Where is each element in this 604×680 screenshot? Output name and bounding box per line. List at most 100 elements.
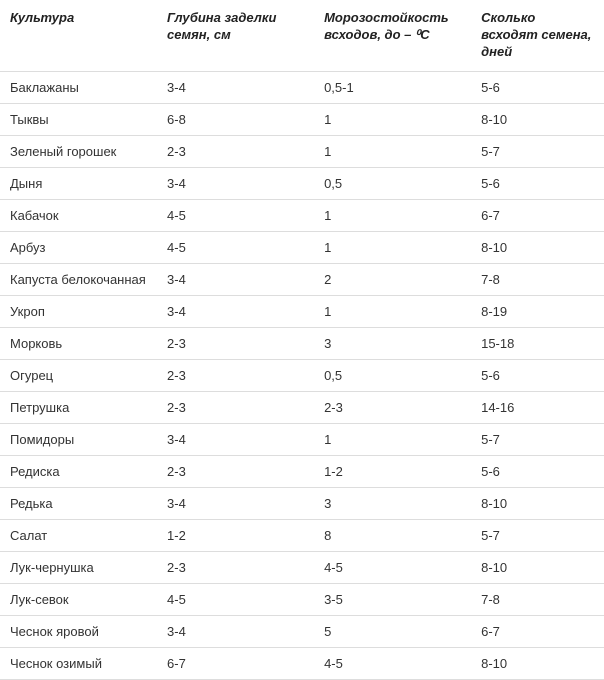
table-cell: 1-2 (314, 455, 471, 487)
table-row: Укроп3-418-19 (0, 295, 604, 327)
col-days: Сколько всходят семена, дней (471, 0, 604, 71)
table-cell: Зеленый горошек (0, 135, 157, 167)
table-cell: 3-4 (157, 295, 314, 327)
table-row: Баклажаны3-40,5-15-6 (0, 71, 604, 103)
table-cell: 1 (314, 231, 471, 263)
table-row: Петрушка2-32-314-16 (0, 391, 604, 423)
table-cell: Редиска (0, 455, 157, 487)
table-cell: 2-3 (157, 391, 314, 423)
table-row: Редиска2-31-25-6 (0, 455, 604, 487)
table-cell: 0,5 (314, 359, 471, 391)
table-cell: 0,5 (314, 167, 471, 199)
table-cell: 3-4 (157, 167, 314, 199)
table-cell: 4-5 (157, 199, 314, 231)
table-row: Салат1-285-7 (0, 519, 604, 551)
table-cell: 2-3 (314, 391, 471, 423)
table-row: Капуста белокочанная3-427-8 (0, 263, 604, 295)
table-row: Морковь2-3315-18 (0, 327, 604, 359)
col-culture: Культура (0, 0, 157, 71)
table-cell: Арбуз (0, 231, 157, 263)
table-cell: 5-7 (471, 423, 604, 455)
table-cell: 8-10 (471, 647, 604, 679)
table-cell: Редька (0, 487, 157, 519)
table-cell: 1 (314, 199, 471, 231)
table-row: Чеснок яровой3-456-7 (0, 615, 604, 647)
table-cell: 8-10 (471, 103, 604, 135)
table-cell: Тыквы (0, 103, 157, 135)
table-cell: 1 (314, 103, 471, 135)
table-cell: Помидоры (0, 423, 157, 455)
table-row: Редька3-438-10 (0, 487, 604, 519)
table-cell: 15-18 (471, 327, 604, 359)
table-cell: Салат (0, 519, 157, 551)
table-cell: 4-5 (314, 647, 471, 679)
table-row: Лук-чернушка2-34-58-10 (0, 551, 604, 583)
table-cell: 8-10 (471, 487, 604, 519)
table-body: Баклажаны3-40,5-15-6Тыквы6-818-10Зеленый… (0, 71, 604, 679)
table-cell: 3 (314, 327, 471, 359)
table-cell: 8 (314, 519, 471, 551)
table-cell: 1 (314, 295, 471, 327)
table-cell: 3-4 (157, 423, 314, 455)
col-depth: Глубина заделки семян, см (157, 0, 314, 71)
table-cell: Лук-севок (0, 583, 157, 615)
table-cell: Чеснок яровой (0, 615, 157, 647)
table-cell: 4-5 (314, 551, 471, 583)
table-row: Арбуз4-518-10 (0, 231, 604, 263)
table-cell: 5-7 (471, 135, 604, 167)
table-cell: 5-6 (471, 71, 604, 103)
col-frost: Морозостойкость всходов, до – ⁰С (314, 0, 471, 71)
table-cell: 3-4 (157, 71, 314, 103)
table-cell: 5 (314, 615, 471, 647)
table-header: Культура Глубина заделки семян, см Мороз… (0, 0, 604, 71)
table-cell: 6-7 (157, 647, 314, 679)
table-cell: 1-2 (157, 519, 314, 551)
planting-table: Культура Глубина заделки семян, см Мороз… (0, 0, 604, 680)
table-cell: Чеснок озимый (0, 647, 157, 679)
table-cell: 2-3 (157, 551, 314, 583)
table-cell: 3-4 (157, 615, 314, 647)
table-cell: 6-7 (471, 199, 604, 231)
table-cell: 8-19 (471, 295, 604, 327)
table-cell: 0,5-1 (314, 71, 471, 103)
table-cell: 2 (314, 263, 471, 295)
table-cell: 3-4 (157, 487, 314, 519)
table-cell: Дыня (0, 167, 157, 199)
table-cell: 4-5 (157, 583, 314, 615)
table-cell: 3-5 (314, 583, 471, 615)
table-cell: 8-10 (471, 551, 604, 583)
table-cell: 1 (314, 423, 471, 455)
table-row: Дыня3-40,55-6 (0, 167, 604, 199)
table-row: Кабачок4-516-7 (0, 199, 604, 231)
table-row: Помидоры3-415-7 (0, 423, 604, 455)
table-cell: 5-6 (471, 167, 604, 199)
table-cell: 4-5 (157, 231, 314, 263)
table-cell: 2-3 (157, 359, 314, 391)
table-cell: 5-7 (471, 519, 604, 551)
table-cell: Огурец (0, 359, 157, 391)
table-cell: Петрушка (0, 391, 157, 423)
table-cell: Кабачок (0, 199, 157, 231)
table-row: Тыквы6-818-10 (0, 103, 604, 135)
table-cell: 2-3 (157, 455, 314, 487)
table-cell: 7-8 (471, 263, 604, 295)
table-cell: 2-3 (157, 135, 314, 167)
table-row: Чеснок озимый6-74-58-10 (0, 647, 604, 679)
table-cell: 5-6 (471, 359, 604, 391)
table-row: Лук-севок4-53-57-8 (0, 583, 604, 615)
table-cell: Капуста белокочанная (0, 263, 157, 295)
table-cell: 14-16 (471, 391, 604, 423)
table-row: Зеленый горошек2-315-7 (0, 135, 604, 167)
table-cell: 8-10 (471, 231, 604, 263)
table-cell: Лук-чернушка (0, 551, 157, 583)
table-cell: 6-8 (157, 103, 314, 135)
table-cell: 3 (314, 487, 471, 519)
table-cell: 5-6 (471, 455, 604, 487)
table-cell: 7-8 (471, 583, 604, 615)
table-cell: Укроп (0, 295, 157, 327)
table-cell: 1 (314, 135, 471, 167)
table-cell: Баклажаны (0, 71, 157, 103)
table-cell: 3-4 (157, 263, 314, 295)
table-cell: Морковь (0, 327, 157, 359)
table-row: Огурец2-30,55-6 (0, 359, 604, 391)
